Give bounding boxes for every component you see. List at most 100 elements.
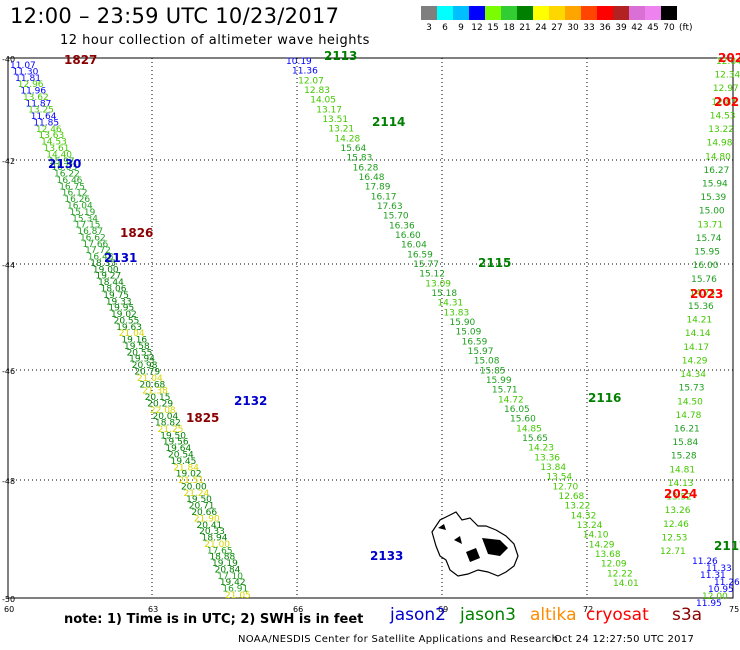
wave-height-value: 19.63 <box>116 323 142 333</box>
wave-height-value: 14.75 <box>690 288 716 298</box>
wave-height-value: 18.35 <box>90 259 116 269</box>
wave-height-value: 13.71 <box>697 220 723 230</box>
wave-height-value: 15.77 <box>413 260 439 270</box>
color-scale-label: 70 <box>663 23 675 33</box>
pass-label: 2113 <box>324 49 357 63</box>
wave-height-value: 20.41 <box>197 521 223 531</box>
wave-height-value: 18.82 <box>155 419 181 429</box>
latitude-label: -50 <box>2 595 15 604</box>
wave-height-value: 13.62 <box>23 93 49 103</box>
wave-height-value: 19.19 <box>212 559 238 569</box>
longitude-label: 60 <box>4 605 14 614</box>
wave-height-value: 15.97 <box>468 347 494 357</box>
wave-height-value: 20.04 <box>152 412 178 422</box>
wave-height-value: 15.97 <box>49 157 75 167</box>
wave-height-value: 20.54 <box>168 451 194 461</box>
wave-height-value: 11.26 <box>692 557 718 567</box>
color-swatch <box>565 6 581 20</box>
wave-height-value: 16.28 <box>353 163 379 173</box>
wave-height-value: 12.00 <box>702 592 728 602</box>
color-swatch <box>613 6 629 20</box>
wave-height-value: 22.08 <box>150 406 176 416</box>
pass-label: 2023 <box>690 287 723 301</box>
latitude-label: -46 <box>2 367 15 376</box>
wave-height-value: 14.81 <box>669 465 695 475</box>
wave-height-value: 18.44 <box>98 278 124 288</box>
wave-height-value: 13.54 <box>546 473 572 483</box>
wave-height-value: 16.48 <box>359 173 385 183</box>
map-title: 12:00 – 23:59 UTC 10/23/2017 <box>10 4 340 28</box>
island-outline <box>431 511 519 577</box>
pass-label: 2024 <box>664 487 697 501</box>
wave-height-value: 16.21 <box>674 425 700 435</box>
wave-height-value: 21.51 <box>178 476 204 486</box>
wave-height-value: 14.50 <box>677 397 703 407</box>
wave-height-value: 15.28 <box>671 452 697 462</box>
color-swatch <box>501 6 517 20</box>
color-swatch <box>533 6 549 20</box>
wave-height-value: 19.64 <box>165 444 191 454</box>
wave-height-value: 17.15 <box>75 221 101 231</box>
wave-height-value: 15.94 <box>702 180 728 190</box>
island-detail <box>454 536 462 544</box>
satellite-legend-s3a: s3a <box>672 605 703 625</box>
wave-height-value: 12.97 <box>713 84 739 94</box>
color-swatch <box>469 6 485 20</box>
wave-height-value: 12.46 <box>663 520 689 530</box>
wave-height-value: 15.90 <box>450 318 476 328</box>
wave-height-value: 16.17 <box>371 192 397 202</box>
wave-height-value: 16.48 <box>88 253 114 263</box>
wave-height-value: 17.66 <box>83 240 109 250</box>
wave-height-value: 18.94 <box>202 534 228 544</box>
pass-label: 1825 <box>186 411 219 425</box>
wave-height-value: 16.59 <box>407 250 433 260</box>
wave-height-value: 14.34 <box>680 370 706 380</box>
color-swatch <box>517 6 533 20</box>
wave-height-value: 14.14 <box>685 329 711 339</box>
longitude-label: 66 <box>293 605 303 614</box>
wave-height-value: 13.83 <box>443 308 469 318</box>
wave-height-value: 11.30 <box>13 67 39 77</box>
pass-label: 2021 <box>718 51 740 65</box>
wave-height-value: 13.52 <box>666 493 692 503</box>
wave-height-value: 14.23 <box>528 444 554 454</box>
wave-height-value: 20.68 <box>140 380 166 390</box>
credit-line: NOAA/NESDIS Center for Satellite Applica… <box>238 634 559 645</box>
color-swatch <box>421 6 437 20</box>
wave-height-value: 15.70 <box>383 212 409 222</box>
wave-height-value: 14.05 <box>310 96 336 106</box>
wave-height-value: 14.98 <box>707 139 733 149</box>
satellite-legend-cryosat: cryosat <box>586 605 649 625</box>
color-swatch <box>485 6 501 20</box>
longitude-label: 75 <box>729 605 739 614</box>
wave-height-value: 15.12 <box>419 270 445 280</box>
wave-height-value: 14.78 <box>676 411 702 421</box>
wave-height-value: 13.84 <box>540 463 566 473</box>
wave-height-value: 20.15 <box>145 393 171 403</box>
pass-label: 2132 <box>234 394 267 408</box>
wave-height-value: 19.00 <box>93 265 119 275</box>
color-scale-label: 45 <box>647 23 659 33</box>
satellite-legend-altika: altika <box>530 605 577 625</box>
wave-height-value: 12.46 <box>36 125 62 135</box>
wave-height-value: 14.72 <box>498 395 524 405</box>
wave-height-value: 21.05 <box>225 591 251 601</box>
wave-height-value: 15.71 <box>492 386 518 396</box>
pass-label: 2117 <box>714 539 740 553</box>
island-detail <box>438 524 446 530</box>
wave-height-value: 11.64 <box>31 112 57 122</box>
pass-label: 2115 <box>478 256 511 270</box>
wave-height-value: 13.51 <box>322 115 348 125</box>
wave-height-value: 12.68 <box>559 492 585 502</box>
wave-height-value: 11.33 <box>706 564 732 574</box>
wave-height-value: 16.04 <box>67 201 93 211</box>
wave-height-value: 15.73 <box>679 384 705 394</box>
generated-timestamp: Oct 24 12:27:50 UTC 2017 <box>554 634 695 645</box>
wave-height-value: 14.53 <box>41 138 67 148</box>
wave-height-value: 20.55 <box>114 316 140 326</box>
wave-height-value: 15.65 <box>522 434 548 444</box>
wave-height-value: 15.76 <box>691 275 717 285</box>
wave-height-value: 21.90 <box>194 514 220 524</box>
wave-height-value: 19.56 <box>163 438 189 448</box>
wave-height-value: 15.36 <box>688 302 714 312</box>
